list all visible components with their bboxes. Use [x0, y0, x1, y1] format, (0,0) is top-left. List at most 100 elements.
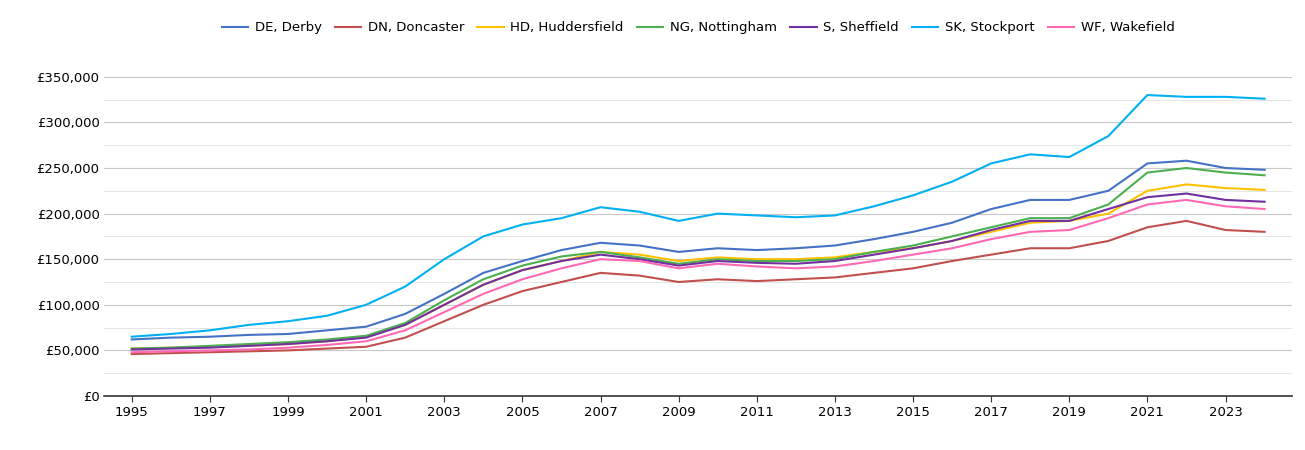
NG, Nottingham [1178, 165, 1194, 171]
S, Sheffield [514, 267, 530, 273]
DE, Derby [1257, 167, 1272, 172]
DN, Doncaster [397, 335, 412, 340]
DE, Derby [749, 248, 765, 253]
NG, Nottingham [202, 343, 218, 349]
WF, Wakefield [475, 291, 491, 297]
DN, Doncaster [1100, 238, 1116, 243]
Line: HD, Huddersfield: HD, Huddersfield [132, 184, 1265, 349]
DE, Derby [553, 248, 569, 253]
SK, Stockport [320, 313, 335, 319]
S, Sheffield [945, 238, 960, 243]
DN, Doncaster [202, 350, 218, 355]
WF, Wakefield [397, 328, 412, 333]
WF, Wakefield [436, 310, 452, 315]
NG, Nottingham [320, 337, 335, 342]
SK, Stockport [788, 215, 804, 220]
NG, Nottingham [984, 225, 1000, 230]
DN, Doncaster [281, 348, 296, 353]
SK, Stockport [827, 213, 843, 218]
DN, Doncaster [632, 273, 647, 278]
SK, Stockport [984, 161, 1000, 166]
DN, Doncaster [984, 252, 1000, 257]
DE, Derby [475, 270, 491, 275]
WF, Wakefield [514, 277, 530, 282]
S, Sheffield [984, 227, 1000, 233]
DE, Derby [436, 291, 452, 297]
DE, Derby [827, 243, 843, 248]
S, Sheffield [1257, 199, 1272, 204]
Line: DN, Doncaster: DN, Doncaster [132, 221, 1265, 354]
DN, Doncaster [1139, 225, 1155, 230]
NG, Nottingham [124, 346, 140, 351]
WF, Wakefield [749, 264, 765, 269]
HD, Huddersfield [163, 345, 179, 351]
SK, Stockport [592, 204, 608, 210]
SK, Stockport [945, 179, 960, 184]
DN, Doncaster [1257, 229, 1272, 234]
S, Sheffield [671, 263, 686, 268]
Line: SK, Stockport: SK, Stockport [132, 95, 1265, 337]
WF, Wakefield [1022, 229, 1037, 234]
DN, Doncaster [592, 270, 608, 275]
SK, Stockport [397, 284, 412, 289]
SK, Stockport [632, 209, 647, 215]
HD, Huddersfield [202, 344, 218, 350]
DE, Derby [710, 246, 726, 251]
WF, Wakefield [359, 338, 375, 344]
SK, Stockport [1061, 154, 1077, 160]
SK, Stockport [124, 334, 140, 339]
SK, Stockport [241, 322, 257, 328]
Line: WF, Wakefield: WF, Wakefield [132, 200, 1265, 352]
HD, Huddersfield [241, 343, 257, 349]
NG, Nottingham [827, 256, 843, 262]
DN, Doncaster [359, 344, 375, 350]
DE, Derby [514, 258, 530, 264]
HD, Huddersfield [632, 252, 647, 257]
WF, Wakefield [827, 264, 843, 269]
DN, Doncaster [1178, 218, 1194, 224]
SK, Stockport [749, 213, 765, 218]
HD, Huddersfield [1257, 187, 1272, 193]
WF, Wakefield [671, 266, 686, 271]
SK, Stockport [475, 234, 491, 239]
DE, Derby [202, 334, 218, 339]
NG, Nottingham [1100, 202, 1116, 207]
SK, Stockport [281, 319, 296, 324]
DN, Doncaster [553, 279, 569, 285]
DN, Doncaster [163, 351, 179, 356]
WF, Wakefield [163, 349, 179, 354]
WF, Wakefield [202, 348, 218, 353]
WF, Wakefield [867, 258, 882, 264]
HD, Huddersfield [1218, 185, 1233, 191]
NG, Nottingham [436, 297, 452, 303]
NG, Nottingham [906, 243, 921, 248]
SK, Stockport [1139, 92, 1155, 98]
DN, Doncaster [827, 275, 843, 280]
DN, Doncaster [867, 270, 882, 275]
DE, Derby [163, 335, 179, 340]
DE, Derby [906, 229, 921, 234]
HD, Huddersfield [945, 238, 960, 243]
HD, Huddersfield [1061, 218, 1077, 224]
DE, Derby [632, 243, 647, 248]
S, Sheffield [1100, 207, 1116, 212]
NG, Nottingham [553, 254, 569, 259]
S, Sheffield [1178, 191, 1194, 196]
SK, Stockport [1178, 94, 1194, 99]
DN, Doncaster [749, 279, 765, 284]
WF, Wakefield [281, 345, 296, 351]
NG, Nottingham [632, 255, 647, 260]
SK, Stockport [163, 331, 179, 337]
DN, Doncaster [710, 277, 726, 282]
S, Sheffield [281, 341, 296, 346]
SK, Stockport [359, 302, 375, 307]
HD, Huddersfield [749, 256, 765, 262]
NG, Nottingham [281, 339, 296, 345]
NG, Nottingham [710, 256, 726, 262]
SK, Stockport [1218, 94, 1233, 99]
S, Sheffield [788, 261, 804, 266]
NG, Nottingham [749, 258, 765, 264]
WF, Wakefield [241, 347, 257, 352]
DN, Doncaster [1061, 246, 1077, 251]
SK, Stockport [514, 222, 530, 227]
